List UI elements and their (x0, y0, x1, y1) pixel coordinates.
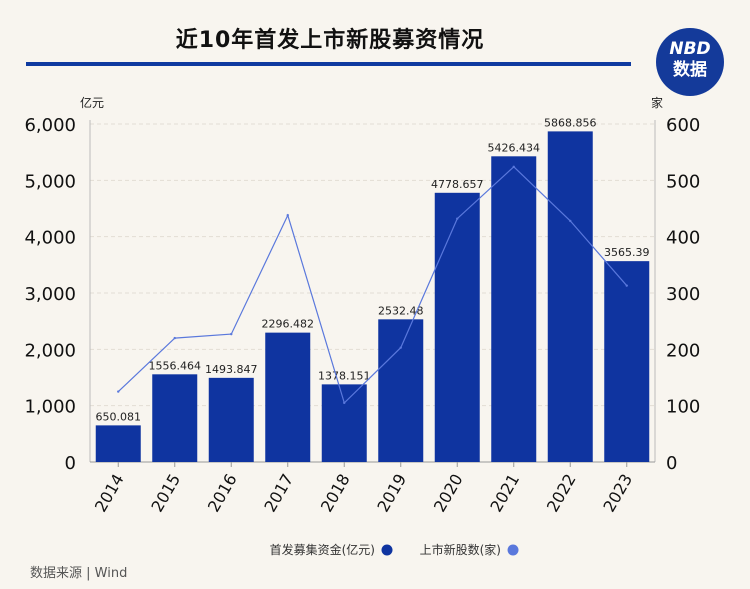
y-right-tick-label: 300 (666, 284, 700, 305)
bar (604, 261, 650, 462)
x-tick-label: 2015 (147, 471, 184, 516)
y-right-tick-label: 400 (666, 228, 700, 249)
x-tick-label: 2022 (543, 471, 580, 516)
legend-marker-line (507, 544, 519, 556)
bar (434, 192, 480, 463)
y-right-tick-label: 100 (666, 397, 700, 418)
line-point (456, 217, 459, 220)
y-left-tick-label: 0 (65, 453, 76, 474)
y-left-tick-label: 6,000 (24, 115, 76, 136)
x-tick-label: 2019 (373, 471, 410, 516)
y-right-tick-label: 200 (666, 340, 700, 361)
y-left-tick-label: 4,000 (24, 228, 76, 249)
y-right-tick-label: 500 (666, 171, 700, 192)
legend-label-bars: 首发募集资金(亿元) (270, 542, 375, 557)
line-point (117, 390, 120, 393)
y-left-tick-label: 5,000 (24, 171, 76, 192)
bar-data-label: 1556.464 (149, 359, 202, 372)
bar-data-label: 2296.482 (262, 318, 315, 331)
bar-data-label: 5426.434 (488, 141, 541, 154)
legend-marker-bars (381, 544, 393, 556)
line-point (625, 284, 628, 287)
y-right-unit-label: 家 (651, 95, 663, 110)
legend-label-line: 上市新股数(家) (420, 542, 501, 557)
data-source: 数据来源 | Wind (30, 566, 128, 581)
bar (547, 131, 593, 463)
x-tick-label: 2016 (204, 471, 241, 516)
bar-data-label: 1378.151 (318, 369, 371, 382)
line-point (173, 336, 176, 340)
x-tick-label: 2018 (317, 471, 354, 516)
bar (491, 156, 537, 462)
y-left-tick-label: 1,000 (24, 397, 76, 418)
y-right-tick-label: 600 (666, 115, 700, 136)
y-right-tick-label: 0 (666, 453, 677, 474)
y-left-unit-label: 亿元 (80, 95, 104, 110)
x-tick-label: 2023 (599, 471, 636, 516)
x-tick-label: 2017 (260, 471, 297, 516)
bar (95, 425, 141, 462)
y-left-tick-label: 2,000 (24, 340, 76, 361)
logo-text-bottom: 数据 (673, 60, 707, 80)
bar-data-label: 650.081 (96, 410, 142, 423)
bar (378, 319, 424, 462)
logo-text-top: NBD (669, 39, 711, 59)
bar (208, 377, 254, 462)
line-point (569, 219, 572, 223)
x-tick-label: 2020 (430, 471, 467, 516)
x-tick-label: 2014 (91, 471, 128, 516)
y-left-tick-label: 3,000 (24, 284, 76, 305)
bar-data-label: 4778.657 (431, 178, 484, 191)
chart-title: 近10年首发上市新股募资情况 (175, 28, 485, 53)
x-tick-label: 2021 (486, 471, 523, 516)
bar-data-label: 5868.856 (544, 116, 597, 129)
bar (265, 332, 311, 462)
line-series (117, 165, 628, 405)
bar-data-label: 2532.48 (378, 304, 424, 317)
bar (321, 384, 367, 462)
bar (152, 374, 198, 462)
line-point (399, 346, 402, 349)
bar-data-label: 3565.39 (604, 246, 650, 259)
bar-data-label: 1493.847 (205, 363, 258, 376)
line-point (512, 165, 515, 169)
title-underline (26, 62, 631, 66)
line-point (286, 214, 289, 217)
line-point (343, 401, 346, 405)
nbd-logo: NBD 数据 (656, 28, 724, 96)
line-point (230, 332, 233, 336)
